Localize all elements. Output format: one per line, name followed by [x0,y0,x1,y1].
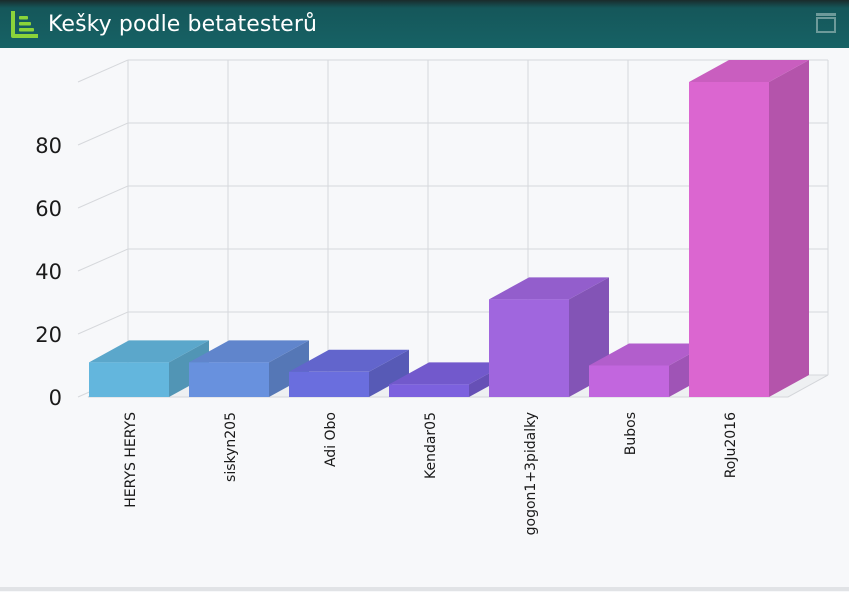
bar-top [89,340,209,363]
bar-front [489,299,569,397]
bar-side [269,340,309,397]
bars-layer [89,60,809,397]
bar-top [289,349,409,372]
x-tick-label: Bubos [623,412,639,455]
x-tick-label: RoJu2016 [723,412,739,478]
bar[interactable] [189,340,309,397]
bar-top [189,340,309,363]
maximize-icon [816,13,836,33]
bar-top [689,60,809,82]
x-tick-label: siskyn205 [223,412,239,482]
gridline-side [77,311,129,335]
x-tick-label: gogon1+3pidalky [523,412,539,535]
y-tick-label: 20 [35,323,62,347]
bar[interactable] [489,277,609,397]
x-tick-label: HERYS HERYS [123,412,139,508]
gridline-side [77,185,129,209]
maximize-button[interactable] [815,12,837,34]
bar-front [389,384,469,397]
y-tick-label: 60 [35,197,62,221]
bar-front [689,82,769,397]
bar-top [489,277,609,300]
bar[interactable] [289,349,409,397]
bar-side [369,349,409,397]
gridline-side [77,59,129,83]
bar-chart: 0 20 40 60 80 HERYS HERYS siskyn205 Adi Obo Ken… [35,59,829,535]
bar-front [289,371,369,397]
chart-area: 0 20 40 60 80 HERYS HERYS siskyn205 Adi Obo Ken… [0,48,849,588]
x-axis-labels: HERYS HERYS siskyn205 Adi Obo Kendar05 gogon… [123,412,739,535]
bar-top [389,362,509,385]
bar-front [589,365,669,397]
gridline-side [77,122,129,146]
x-tick-label: Adi Obo [323,412,339,467]
bottom-border [0,587,849,591]
y-tick-label: 0 [49,386,62,410]
bar-front [89,362,169,397]
title-bar: Kešky podle betatesterů [0,0,849,48]
bar-chart-icon [10,9,40,39]
window-title: Kešky podle betatesterů [48,11,318,37]
y-axis-ticks: 0 20 40 60 80 [35,134,62,410]
gridline-side [77,248,129,272]
x-tick-label: Kendar05 [423,412,439,479]
bar[interactable] [689,60,809,397]
y-tick-label: 40 [35,260,62,284]
y-tick-label: 80 [35,134,62,158]
bar-side [769,60,809,397]
bar-front [189,362,269,397]
bar-top [589,343,709,366]
